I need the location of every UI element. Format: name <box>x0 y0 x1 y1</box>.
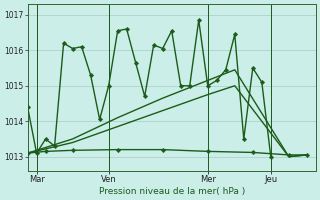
X-axis label: Pression niveau de la mer( hPa ): Pression niveau de la mer( hPa ) <box>99 187 245 196</box>
